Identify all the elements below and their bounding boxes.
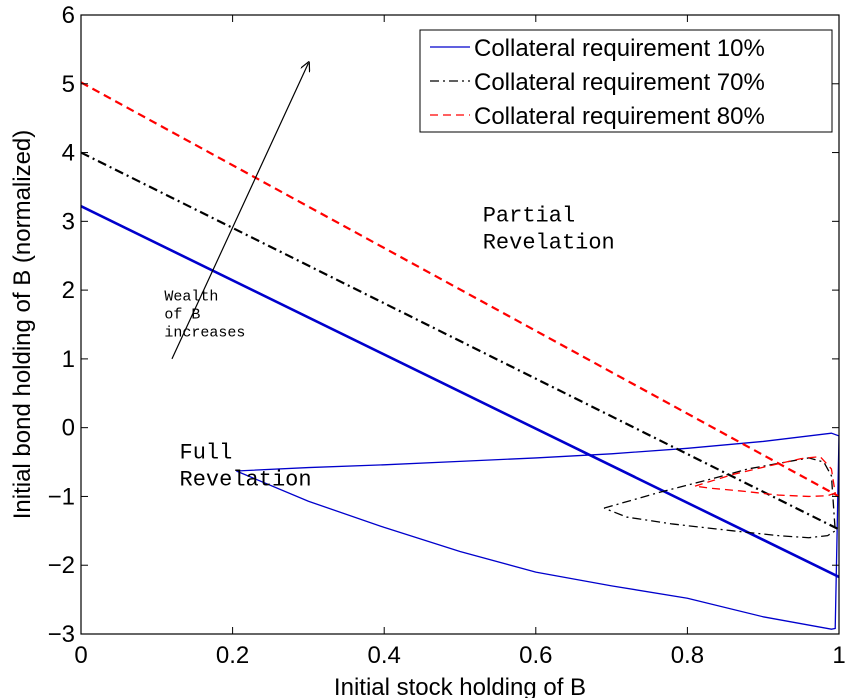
annotation-line: Wealth	[164, 288, 218, 305]
series-1-region-boundary	[236, 432, 839, 630]
x-tick-label: 0.6	[519, 642, 552, 669]
annotation-2: Full Revelation	[180, 441, 312, 493]
legend-label-2: Collateral requirement 70%	[474, 69, 765, 96]
ticks-layer: 0 0.2 0.4 0.6 0.8 1 −3 −2 −1 0 1 2 3 4 5 6	[48, 2, 846, 669]
y-tick-label: −2	[48, 552, 75, 579]
y-tick-label: 2	[62, 277, 75, 304]
series-2-region-boundary	[603, 457, 836, 539]
annotation-1: Partial Revelation	[483, 203, 615, 255]
series-3-region-boundary	[694, 455, 836, 498]
legend: Collateral requirement 10% Collateral req…	[419, 29, 833, 133]
x-axis-label: Initial stock holding of B	[334, 674, 586, 698]
series-layer	[81, 81, 839, 630]
y-tick-label: 4	[62, 140, 75, 167]
y-tick-label: −3	[48, 621, 75, 648]
x-tick-label: 1	[832, 642, 845, 669]
y-tick-label: −1	[48, 483, 75, 510]
annotation-line: Full	[180, 441, 233, 466]
y-tick-label: 0	[62, 415, 75, 442]
x-tick-label: 0.4	[368, 642, 401, 669]
x-tick-label: 0	[74, 642, 87, 669]
series-2-threshold-line	[81, 151, 839, 531]
legend-box	[419, 29, 833, 133]
x-tick-label: 0.8	[671, 642, 704, 669]
annotation-line: increases	[164, 324, 245, 341]
annotation-line: Revelation	[483, 230, 615, 255]
series-3-threshold-line	[81, 81, 839, 498]
wealth-arrow	[171, 63, 308, 360]
y-tick-label: 1	[62, 346, 75, 373]
x-tick-label: 0.2	[216, 642, 249, 669]
y-tick-label: 3	[62, 208, 75, 235]
plot-frame	[80, 14, 840, 635]
legend-label-1: Collateral requirement 10%	[474, 35, 765, 62]
y-tick-label: 6	[62, 2, 75, 29]
legend-label-3: Collateral requirement 80%	[474, 103, 765, 130]
annotation-line: Revelation	[180, 468, 312, 493]
annotation-line: of B	[164, 306, 200, 323]
arrow-layer	[171, 63, 308, 360]
y-axis-label: Initial bond holding of B (normalized)	[9, 130, 36, 520]
annotation-line: Partial	[483, 203, 575, 228]
y-tick-label: 5	[62, 71, 75, 98]
series-1-threshold-line	[81, 205, 839, 579]
